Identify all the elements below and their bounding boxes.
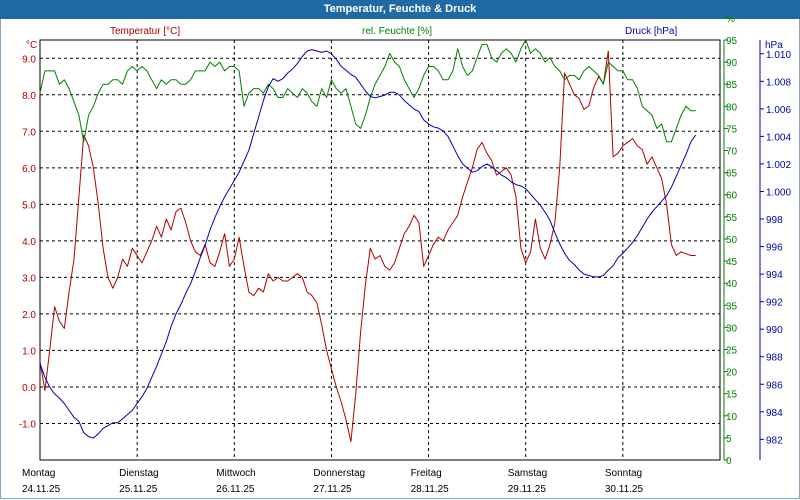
humidity-tick-label: %: [726, 14, 735, 25]
grid-lines: [40, 40, 720, 460]
humidity-tick-label: 45: [726, 257, 738, 268]
pressure-tick-label: 1.010: [766, 50, 791, 61]
humidity-tick-label: 30: [726, 323, 738, 334]
temperature-series-line: [39, 50, 696, 443]
x-axis-labels: Montag 24.11.25 Dienstag 25.11.25 Mittwoch 26…: [22, 468, 643, 495]
x-date-label: 29.11.25: [508, 484, 547, 495]
x-day-label: Sonntag: [605, 468, 642, 479]
humidity-tick-label: 95: [726, 36, 738, 47]
humidity-tick-label: 15: [726, 390, 738, 401]
humidity-tick-label: 10: [726, 412, 738, 423]
temperature-unit-label: °C: [26, 40, 37, 51]
humidity-tick-label: 35: [726, 301, 738, 312]
pressure-tick-label: 1.006: [766, 105, 791, 116]
pressure-tick-label: 996: [766, 243, 783, 254]
temperature-legend: Temperatur [°C]: [110, 26, 180, 37]
pressure-tick-label: 1.002: [766, 160, 791, 171]
temperature-tick-label: 0.0: [22, 383, 36, 394]
pressure-tick-label: 990: [766, 325, 783, 336]
x-day-label: Samstag: [508, 468, 547, 479]
temperature-tick-label: 9.0: [22, 54, 36, 65]
humidity-tick-label: 20: [726, 368, 738, 379]
humidity-tick-label: 65: [726, 169, 738, 180]
humidity-series-line: [39, 39, 696, 143]
pressure-tick-label: 998: [766, 215, 783, 226]
humidity-tick-label: 70: [726, 147, 738, 158]
pressure-tick-label: 994: [766, 270, 783, 281]
humidity-tick-label: 75: [726, 124, 738, 135]
pressure-tick-label: 988: [766, 353, 783, 364]
x-date-label: 24.11.25: [22, 484, 61, 495]
humidity-tick-label: 80: [726, 102, 738, 113]
humidity-tick-label: 60: [726, 191, 738, 202]
temperature-tick-label: 2.0: [22, 310, 36, 321]
x-date-label: 28.11.25: [411, 484, 450, 495]
pressure-unit-label: hPa: [765, 40, 783, 51]
x-day-label: Montag: [22, 468, 55, 479]
x-date-label: 25.11.25: [119, 484, 158, 495]
temperature-tick-label: 6.0: [22, 164, 36, 175]
pressure-tick-label: 982: [766, 435, 783, 446]
temperature-axis: -1.0 0.0 1.0 2.0 3.0 4.0 5.0 6.0 7.0 8.0 9.0: [19, 54, 37, 430]
temperature-tick-label: 8.0: [22, 91, 36, 102]
plot-area: [39, 39, 721, 461]
humidity-tick-label: 40: [726, 279, 738, 290]
pressure-series-line: [39, 49, 697, 439]
pressure-tick-label: 992: [766, 298, 783, 309]
x-day-label: Donnerstag: [313, 468, 365, 479]
window-title: Temperatur, Feuchte & Druck: [0, 0, 800, 19]
humidity-tick-label: 0: [726, 456, 732, 467]
temperature-tick-label: 7.0: [22, 127, 36, 138]
temperature-tick-label: -1.0: [19, 419, 37, 430]
humidity-axis: 0 5 10 15 20 25 30 35 40 45 50 55 60 65 70 75 80 85 90 95%: [723, 14, 738, 467]
pressure-tick-label: 1.004: [766, 132, 791, 143]
temperature-tick-label: 4.0: [22, 237, 36, 248]
x-date-label: 26.11.25: [216, 484, 255, 495]
pressure-tick-label: 984: [766, 408, 783, 419]
x-day-label: Freitag: [411, 468, 442, 479]
pressure-tick-label: 1.000: [766, 187, 791, 198]
humidity-tick-label: 25: [726, 345, 738, 356]
humidity-tick-label: 50: [726, 235, 738, 246]
humidity-legend: rel. Feuchte [%]: [362, 26, 432, 37]
temperature-tick-label: 5.0: [22, 200, 36, 211]
pressure-legend: Druck [hPa]: [625, 26, 677, 37]
x-date-label: 27.11.25: [313, 484, 352, 495]
pressure-tick-label: 1.008: [766, 77, 791, 88]
pressure-tick-label: 986: [766, 380, 783, 391]
humidity-tick-label: 90: [726, 58, 738, 69]
temperature-tick-label: 3.0: [22, 273, 36, 284]
x-day-label: Mittwoch: [216, 468, 255, 479]
humidity-tick-label: 55: [726, 213, 738, 224]
pressure-axis: 982 984 986 988 990 992 994 996 998 1.000 1.002 1.0…: [759, 40, 791, 460]
temperature-tick-label: 1.0: [22, 346, 36, 357]
humidity-tick-label: 5: [726, 434, 732, 445]
series-lines: [39, 39, 697, 443]
x-day-label: Dienstag: [119, 468, 158, 479]
x-date-label: 30.11.25: [605, 484, 644, 495]
humidity-tick-label: 85: [726, 80, 738, 91]
